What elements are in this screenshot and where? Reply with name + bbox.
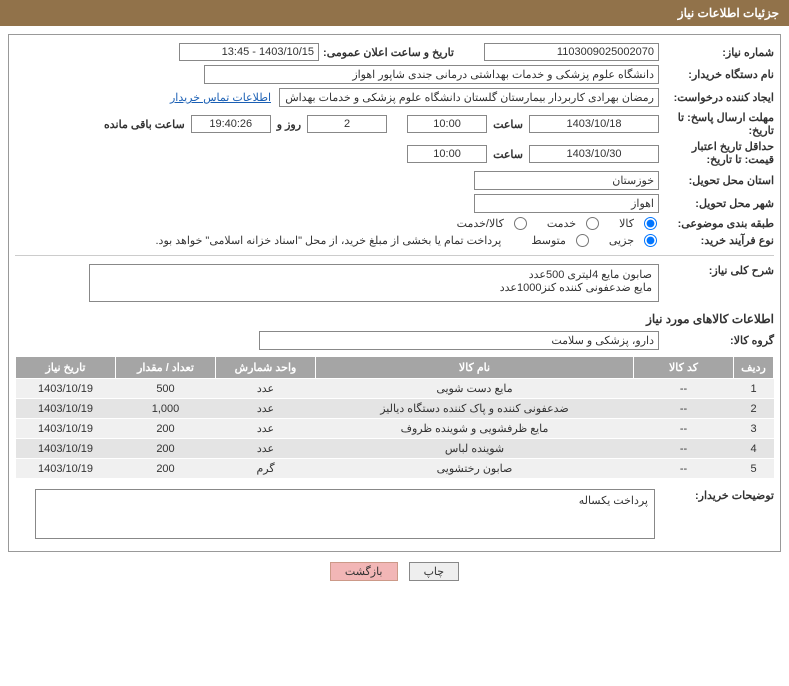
group-field: دارو، پزشکی و سلامت bbox=[259, 331, 659, 350]
th-unit: واحد شمارش bbox=[216, 357, 316, 379]
cell-unit: گرم bbox=[216, 459, 316, 479]
cell-n: 1 bbox=[734, 379, 774, 399]
group-label: گروه کالا: bbox=[659, 334, 774, 347]
notes-box[interactable]: پرداخت یکساله bbox=[35, 489, 655, 539]
table-row: 1--مایع دست شوییعدد5001403/10/19 bbox=[16, 379, 774, 399]
cell-qty: 200 bbox=[116, 419, 216, 439]
radio-medium[interactable] bbox=[576, 234, 589, 247]
print-button[interactable]: چاپ bbox=[409, 562, 460, 581]
proc-medium-label: متوسط bbox=[531, 234, 566, 247]
back-button[interactable]: بازگشت bbox=[330, 562, 398, 581]
table-row: 3--مایع ظرفشویی و شوینده ظروفعدد2001403/… bbox=[16, 419, 774, 439]
deadline-time-field: 10:00 bbox=[407, 115, 487, 133]
cell-code: -- bbox=[634, 399, 734, 419]
table-row: 4--شوینده لباسعدد2001403/10/19 bbox=[16, 439, 774, 459]
cell-code: -- bbox=[634, 459, 734, 479]
contact-link[interactable]: اطلاعات تماس خریدار bbox=[170, 91, 279, 104]
header-title: جزئیات اطلاعات نیاز bbox=[678, 6, 779, 20]
cell-unit: عدد bbox=[216, 439, 316, 459]
cell-date: 1403/10/19 bbox=[16, 459, 116, 479]
process-label: نوع فرآیند خرید: bbox=[659, 234, 774, 247]
table-row: 5--صابون رختشوییگرم2001403/10/19 bbox=[16, 459, 774, 479]
cell-code: -- bbox=[634, 439, 734, 459]
requester-field: رمضان بهرادی کاربردار بیمارستان گلستان د… bbox=[279, 88, 659, 107]
cell-date: 1403/10/19 bbox=[16, 439, 116, 459]
category-label: طبقه بندی موضوعی: bbox=[659, 217, 774, 230]
cell-unit: عدد bbox=[216, 419, 316, 439]
cell-name: شوینده لباس bbox=[316, 439, 634, 459]
desc-box[interactable]: صابون مایع 4لیتری 500عدد مایع ضدعفونی کن… bbox=[89, 264, 659, 302]
day-count-field: 2 bbox=[307, 115, 387, 133]
remaining-time-field: 19:40:26 bbox=[191, 115, 271, 133]
time-label-1: ساعت bbox=[487, 118, 529, 131]
cell-date: 1403/10/19 bbox=[16, 379, 116, 399]
cell-code: -- bbox=[634, 379, 734, 399]
cell-qty: 1,000 bbox=[116, 399, 216, 419]
cell-n: 2 bbox=[734, 399, 774, 419]
proc-small-label: جزیی bbox=[609, 234, 634, 247]
cell-n: 5 bbox=[734, 459, 774, 479]
city-label: شهر محل تحویل: bbox=[659, 197, 774, 210]
desc-label: شرح کلی نیاز: bbox=[659, 264, 774, 277]
cell-name: مایع ظرفشویی و شوینده ظروف bbox=[316, 419, 634, 439]
cat-goods-label: کالا bbox=[619, 217, 634, 230]
cell-qty: 200 bbox=[116, 459, 216, 479]
cat-service-label: خدمت bbox=[547, 217, 576, 230]
need-no-label: شماره نیاز: bbox=[659, 46, 774, 59]
cell-qty: 200 bbox=[116, 439, 216, 459]
radio-goods[interactable] bbox=[644, 217, 657, 230]
th-qty: تعداد / مقدار bbox=[116, 357, 216, 379]
city-field: اهواز bbox=[474, 194, 659, 213]
announce-label: تاریخ و ساعت اعلان عمومی: bbox=[319, 46, 454, 59]
radio-service[interactable] bbox=[586, 217, 599, 230]
th-date: تاریخ نیاز bbox=[16, 357, 116, 379]
deadline-label: مهلت ارسال پاسخ: تا تاریخ: bbox=[659, 111, 774, 137]
min-valid-label: حداقل تاریخ اعتبار قیمت: تا تاریخ: bbox=[659, 141, 774, 167]
radio-small[interactable] bbox=[644, 234, 657, 247]
cell-qty: 500 bbox=[116, 379, 216, 399]
need-no-field: 1103009025002070 bbox=[484, 43, 659, 61]
buyer-field: دانشگاه علوم پزشکی و خدمات بهداشتی درمان… bbox=[204, 65, 659, 84]
cat-goods-service-label: کالا/خدمت bbox=[457, 217, 504, 230]
cell-n: 4 bbox=[734, 439, 774, 459]
cell-name: صابون رختشویی bbox=[316, 459, 634, 479]
main-panel: شماره نیاز: 1103009025002070 تاریخ و ساع… bbox=[8, 34, 781, 552]
desc-line2: مایع ضدعفونی کننده کنز1000عدد bbox=[96, 281, 652, 294]
deadline-date-field: 1403/10/18 bbox=[529, 115, 659, 133]
cell-unit: عدد bbox=[216, 379, 316, 399]
notes-label: توضیحات خریدار: bbox=[659, 489, 774, 502]
goods-section-title: اطلاعات کالاهای مورد نیاز bbox=[15, 312, 774, 326]
th-row: ردیف bbox=[734, 357, 774, 379]
cell-code: -- bbox=[634, 419, 734, 439]
remaining-label: ساعت باقی مانده bbox=[98, 118, 191, 131]
min-valid-time-field: 10:00 bbox=[407, 145, 487, 163]
day-word: روز و bbox=[271, 118, 307, 131]
th-code: کد کالا bbox=[634, 357, 734, 379]
announce-field: 1403/10/15 - 13:45 bbox=[179, 43, 319, 61]
province-label: استان محل تحویل: bbox=[659, 174, 774, 187]
cell-date: 1403/10/19 bbox=[16, 419, 116, 439]
buyer-label: نام دستگاه خریدار: bbox=[659, 68, 774, 81]
process-note: پرداخت تمام یا بخشی از مبلغ خرید، از محل… bbox=[156, 234, 502, 247]
min-valid-date-field: 1403/10/30 bbox=[529, 145, 659, 163]
panel-header: جزئیات اطلاعات نیاز bbox=[0, 0, 789, 26]
notes-value: پرداخت یکساله bbox=[579, 495, 648, 507]
th-name: نام کالا bbox=[316, 357, 634, 379]
requester-label: ایجاد کننده درخواست: bbox=[659, 91, 774, 104]
radio-goods-service[interactable] bbox=[514, 217, 527, 230]
desc-line1: صابون مایع 4لیتری 500عدد bbox=[96, 268, 652, 281]
province-field: خوزستان bbox=[474, 171, 659, 190]
table-row: 2--ضدعفونی کننده و پاک کننده دستگاه دیال… bbox=[16, 399, 774, 419]
button-bar: چاپ بازگشت bbox=[0, 562, 789, 581]
cell-n: 3 bbox=[734, 419, 774, 439]
goods-table: ردیف کد کالا نام کالا واحد شمارش تعداد /… bbox=[15, 356, 774, 479]
cell-date: 1403/10/19 bbox=[16, 399, 116, 419]
cell-unit: عدد bbox=[216, 399, 316, 419]
cell-name: ضدعفونی کننده و پاک کننده دستگاه دیالیز bbox=[316, 399, 634, 419]
time-label-2: ساعت bbox=[487, 148, 529, 161]
cell-name: مایع دست شویی bbox=[316, 379, 634, 399]
